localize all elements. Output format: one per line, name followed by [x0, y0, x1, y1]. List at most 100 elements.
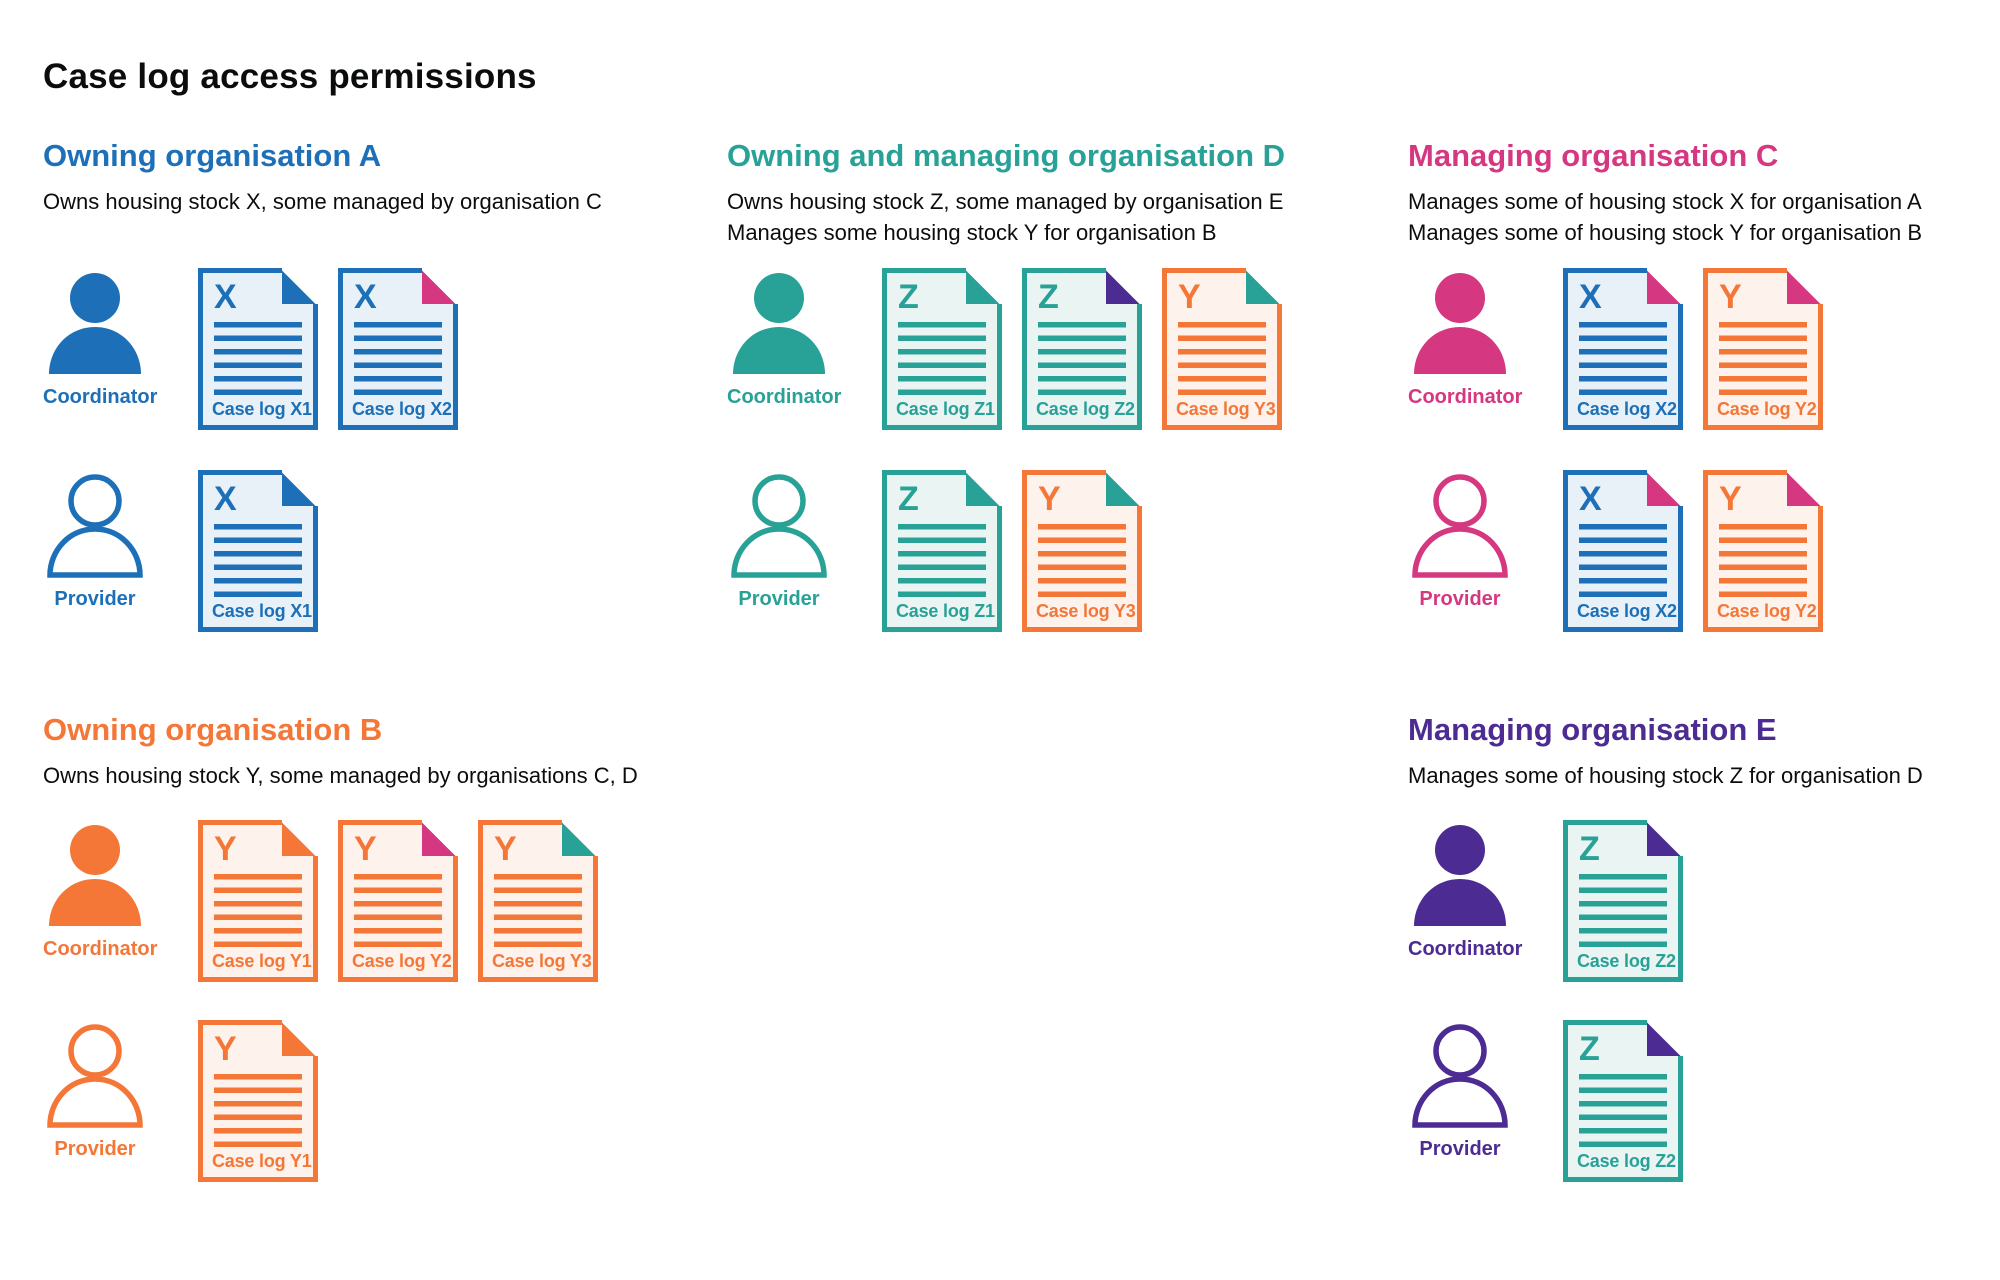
- person-filled-icon: [49, 825, 141, 926]
- case-log-label: Case log Z2: [1036, 399, 1135, 419]
- folded-corner: [562, 822, 596, 856]
- folded-corner: [1106, 270, 1140, 304]
- case-log-doc: Y Case log Y3: [478, 820, 598, 982]
- case-log-doc: Z Case log Z1: [882, 470, 1002, 632]
- case-log-document-icon: [198, 820, 318, 982]
- stock-letter: X: [354, 278, 377, 316]
- provider-figure: Provider: [1408, 474, 1512, 611]
- section-managing-organisation-e: Managing organisation E Manages some of …: [1408, 712, 2000, 1182]
- case-log-document-icon: [1162, 268, 1282, 430]
- section-owning-organisation-b: Owning organisation B Owns housing stock…: [43, 712, 723, 1182]
- case-log-doc: Y Case log Y1: [198, 820, 318, 982]
- case-log-label: Case log Y1: [212, 1151, 312, 1171]
- folded-corner: [1787, 472, 1821, 506]
- case-log-label: Case log X2: [1577, 399, 1677, 419]
- case-log-label: Case log Z1: [896, 399, 995, 419]
- role-label: Coordinator: [43, 386, 158, 408]
- case-log-label: Case log Y2: [1717, 601, 1817, 621]
- folded-corner: [1647, 472, 1681, 506]
- coordinator-row: Coordinator Z Case log Z2: [1408, 820, 2000, 992]
- case-log-label: Case log Y2: [1717, 399, 1817, 419]
- coordinator-figure: Coordinator: [43, 272, 158, 409]
- stock-letter: Y: [214, 830, 237, 868]
- role-label: Provider: [54, 1138, 136, 1160]
- case-log-label: Case log X2: [352, 399, 452, 419]
- section-title: Owning and managing organisation D: [727, 138, 1286, 173]
- folded-corner: [282, 1022, 316, 1056]
- coordinator-row: Coordinator Z Case log Z1: [727, 268, 1407, 440]
- section-owning-and-managing-organisation-d: Owning and managing organisation D Owns …: [727, 138, 1407, 632]
- section-description: Manages some of housing stock X for orga…: [1408, 186, 1922, 248]
- stock-letter: Y: [354, 830, 377, 868]
- section-title: Managing organisation C: [1408, 138, 1779, 173]
- case-log-doc: X Case log X1: [198, 268, 318, 430]
- folded-corner: [966, 472, 1000, 506]
- case-log-doc: Y Case log Y2: [338, 820, 458, 982]
- provider-row: Provider Z Case log Z2: [1408, 1020, 2000, 1192]
- folded-corner: [966, 270, 1000, 304]
- case-log-label: Case log X1: [212, 601, 312, 621]
- role-label: Coordinator: [1408, 386, 1523, 408]
- stock-letter: X: [214, 278, 237, 316]
- description-line: Owns housing stock X, some managed by or…: [43, 189, 602, 214]
- folded-corner: [1647, 1022, 1681, 1056]
- stock-letter: X: [1579, 480, 1602, 518]
- folded-corner: [282, 472, 316, 506]
- case-log-doc: X Case log X2: [338, 268, 458, 430]
- stock-letter: Y: [494, 830, 517, 868]
- case-log-document-icon: [198, 1020, 318, 1182]
- case-log-label: Case log Y3: [1176, 399, 1276, 419]
- case-log-document-icon: [1563, 268, 1683, 430]
- folded-corner: [1647, 822, 1681, 856]
- role-label: Coordinator: [1408, 938, 1523, 960]
- section-description: Owns housing stock X, some managed by or…: [43, 186, 602, 217]
- folded-corner: [282, 822, 316, 856]
- person-outline-icon: [1412, 1024, 1508, 1128]
- coordinator-figure: Coordinator: [1408, 272, 1523, 409]
- section-owning-organisation-a: Owning organisation A Owns housing stock…: [43, 138, 723, 632]
- provider-figure: Provider: [43, 1024, 147, 1161]
- description-line: Owns housing stock Z, some managed by or…: [727, 189, 1284, 214]
- role-label: Provider: [1419, 1138, 1501, 1160]
- stock-letter: Y: [214, 1030, 237, 1068]
- stock-letter: Z: [898, 278, 919, 316]
- case-log-label: Case log Y1: [212, 951, 312, 971]
- page-title: Case log access permissions: [43, 57, 537, 97]
- person-filled-icon: [1414, 825, 1506, 926]
- case-log-doc: Y Case log Y2: [1703, 470, 1823, 632]
- case-log-doc: Z Case log Z2: [1563, 1020, 1683, 1182]
- provider-row: Provider Z Case log Z1 Y: [727, 470, 1407, 642]
- case-log-document-icon: [338, 268, 458, 430]
- coordinator-row: Coordinator X Case log X2: [1408, 268, 2000, 440]
- person-filled-icon: [733, 273, 825, 374]
- case-log-label: Case log Z1: [896, 601, 995, 621]
- stock-letter: Y: [1038, 480, 1061, 518]
- case-log-doc: Z Case log Z2: [1022, 268, 1142, 430]
- case-log-doc: X Case log X1: [198, 470, 318, 632]
- role-label: Provider: [1419, 588, 1501, 610]
- case-log-doc: Z Case log Z2: [1563, 820, 1683, 982]
- section-title: Owning organisation A: [43, 138, 382, 173]
- folded-corner: [422, 270, 456, 304]
- person-outline-icon: [731, 474, 827, 578]
- folded-corner: [422, 822, 456, 856]
- section-description: Manages some of housing stock Z for orga…: [1408, 760, 1923, 791]
- section-title: Managing organisation E: [1408, 712, 1777, 747]
- provider-figure: Provider: [1408, 1024, 1512, 1161]
- case-log-label: Case log Z2: [1577, 1151, 1676, 1171]
- section-description: Owns housing stock Z, some managed by or…: [727, 186, 1283, 248]
- coordinator-row: Coordinator Y Case log Y1: [43, 820, 723, 992]
- provider-figure: Provider: [43, 474, 147, 611]
- provider-row: Provider X Case log X2 Y: [1408, 470, 2000, 642]
- person-filled-icon: [49, 273, 141, 374]
- folded-corner: [282, 270, 316, 304]
- case-log-document-icon: [1563, 1020, 1683, 1182]
- section-title: Owning organisation B: [43, 712, 383, 747]
- provider-row: Provider Y Case log Y1: [43, 1020, 723, 1192]
- person-outline-icon: [47, 474, 143, 578]
- case-log-document-icon: [198, 268, 318, 430]
- section-managing-organisation-c: Managing organisation C Manages some of …: [1408, 138, 2000, 632]
- folded-corner: [1787, 270, 1821, 304]
- coordinator-figure: Coordinator: [727, 272, 841, 409]
- stock-letter: Z: [1579, 1030, 1600, 1068]
